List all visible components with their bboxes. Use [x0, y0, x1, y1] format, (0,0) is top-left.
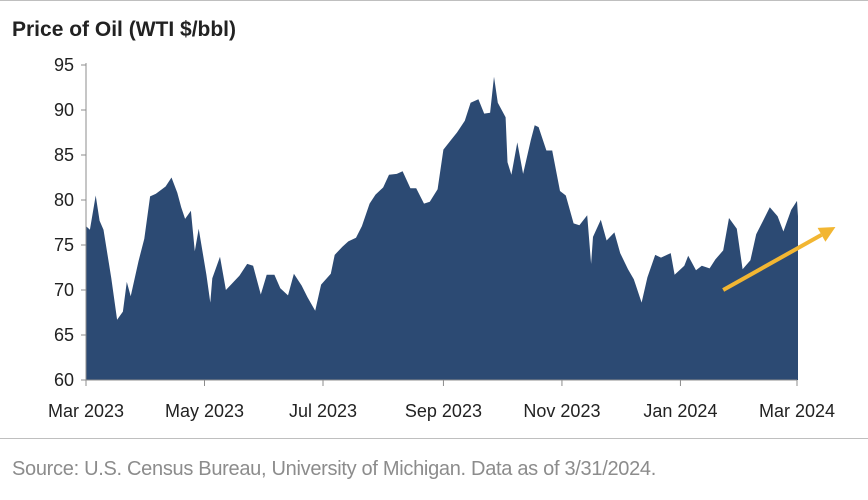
x-tick-label: Nov 2023 — [523, 401, 600, 421]
x-tick-label: May 2023 — [165, 401, 244, 421]
price-of-oil-chart: 60 65 70 75 80 85 90 95 Mar 2023 May 2023 Jul 202… — [48, 55, 836, 421]
y-tick-label: 90 — [54, 100, 74, 120]
x-axis: Mar 2023 May 2023 Jul 2023 Sep 2023 Nov 2023… — [48, 379, 835, 421]
y-tick-label: 75 — [54, 235, 74, 255]
x-tick-label: Sep 2023 — [405, 401, 482, 421]
y-tick-label: 95 — [54, 55, 74, 75]
trend-arrow-line — [722, 233, 823, 292]
y-tick-label: 65 — [54, 325, 74, 345]
bottom-rule — [0, 438, 868, 439]
y-tick-label: 60 — [54, 370, 74, 390]
x-tick-label: Jan 2024 — [643, 401, 717, 421]
x-tick-label: Mar 2024 — [759, 401, 835, 421]
top-rule — [0, 0, 868, 1]
x-tick-label: Jul 2023 — [289, 401, 357, 421]
y-tick-label: 85 — [54, 145, 74, 165]
y-tick-label: 80 — [54, 190, 74, 210]
chart-title: Price of Oil (WTI $/bbl) — [12, 18, 237, 41]
plot-area — [86, 76, 798, 380]
x-tick-label: Mar 2023 — [48, 401, 124, 421]
source-note: Source: U.S. Census Bureau, University o… — [12, 458, 656, 480]
trend-arrow-head — [817, 227, 836, 242]
trend-annotation — [722, 227, 836, 292]
oil-price-area — [86, 76, 798, 380]
y-tick-label: 70 — [54, 280, 74, 300]
y-axis: 60 65 70 75 80 85 90 95 — [54, 55, 87, 390]
